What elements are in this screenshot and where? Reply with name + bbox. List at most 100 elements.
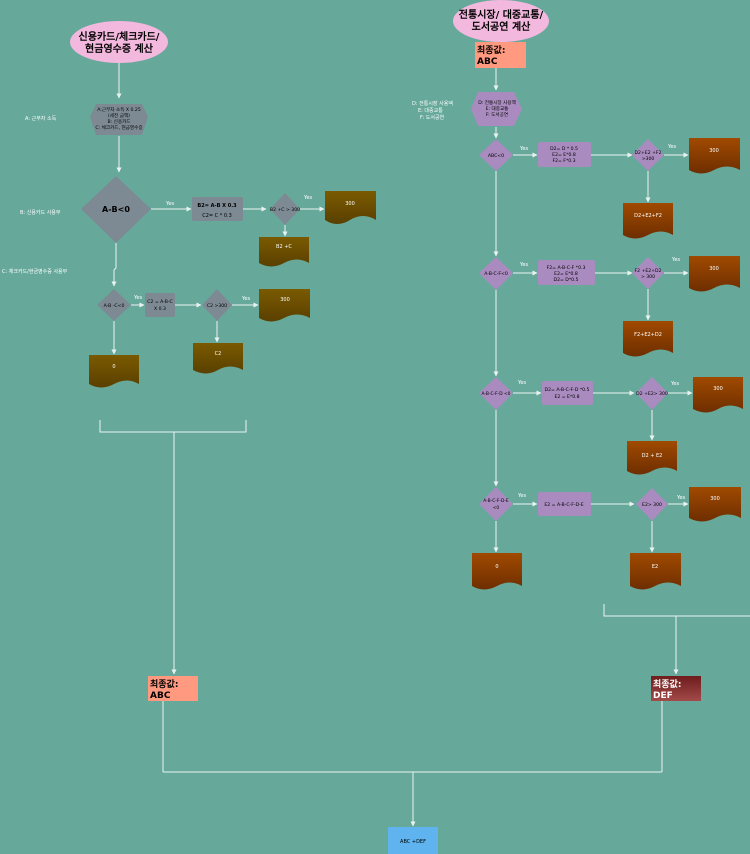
output-300-a: 300 [325,191,376,224]
output-0-right: 0 [472,553,522,590]
left-title-line-1: 신용카드/체크카드/ [79,30,160,43]
left-hex-line-4: C: 체크카드, 현금영수증 [95,124,142,131]
output-300-b: 300 [259,289,310,322]
yes-label: Yes [519,262,528,268]
right-top-value-box: 최종값: ABC [475,42,526,68]
right-top-value: ABC [477,57,498,67]
right-title-line-2: 도서공연 계산 [472,20,531,33]
right-hex-line-2: E: 대중교통 [486,105,509,112]
decision-abc-label: ABC<0 [488,153,504,159]
decision-c2-label: C2 >300 [207,303,227,309]
calc-b2-line-1: B2= A-B X 0.3 [197,203,237,209]
decision-a-minus-b: A-B<0 [81,176,151,243]
output-c2-label: C2 [215,351,222,357]
left-final-label: 최종값: [150,678,178,690]
output-e2-label: E2 [652,564,658,570]
output-0-left: 0 [89,355,139,388]
decision-abc: ABC<0 [479,139,513,171]
yes-label: Yes [667,144,676,150]
calc-e2: E2 = A-B-C-F-D-E [538,492,591,516]
decision-a-b-c-label: A-B -C<0 [104,303,125,309]
output-r2-300: 300 [689,256,740,292]
yes-label: Yes [517,380,526,386]
output-r4-300: 300 [689,487,741,522]
output-r4-300-label: 300 [710,496,720,502]
calc-r2-line-1: F2= A-B-C-F *0.3 [547,265,586,271]
left-title-line-2: 현금영수증 계산 [85,42,154,55]
yes-label: Yes [671,257,680,263]
yes-label: Yes [676,495,685,501]
decision-a-b-c-f-d-e: A-B-C-F-D-E <0 [479,487,513,521]
calc-f2-e2-d2: F2= A-B-C-F *0.3 E2= E*0.8 D2= D*0.5 [538,260,595,285]
calc-b2-c2: B2= A-B X 0.3 C2= C * 0.3 [192,197,243,221]
left-final-value: ABC [150,691,171,701]
right-legend-d: D: 전통시장 사용액 [412,100,453,107]
yes-label: Yes [519,146,528,152]
decision-r3-label: A-B-C-F-D <0 [482,391,511,397]
calc-d2-e2: D2= A-B-C-F-D *0.5 E2 = E*0.8 [542,381,593,405]
right-legend: D: 전통시장 사용액 E: 대중교통 F: 도서공연 [412,100,453,121]
output-0-left-label: 0 [112,364,115,370]
output-b2-c: B2 +C [259,237,309,267]
right-legend-f: F: 도서공연 [420,114,445,121]
calc-r3-line-2: E2 = E*0.8 [554,394,579,400]
yes-label: Yes [133,295,142,301]
decision-b2-c: B2 +C > 300 [270,193,300,225]
legend-b: B: 신용카드 사용부 [20,209,61,216]
decision-d2-e2-f2: D2+E2 +F2 >300 [632,139,664,171]
calc-r1-line-1: D2= D * 0.5 [550,146,578,152]
right-legend-e: E: 대중교통 [418,107,443,114]
output-0-right-label: 0 [495,564,498,570]
yes-label: Yes [241,296,250,302]
calc-c2: C2 = A-B-C X 0.3 [145,293,175,317]
output-d2-e2-f2: D2+E2+F2 [623,203,673,239]
yes-label: Yes [670,381,679,387]
output-r2-300-label: 300 [709,266,719,272]
decision-r2b-line-2: > 300 [641,274,655,280]
right-hex-line-1: D: 전통시장 사용액 [478,99,516,106]
decision-r1-line-2: >300 [642,156,655,162]
decision-c2: C2 >300 [202,289,232,321]
calc-r1-line-3: F2= F*0.3 [552,158,575,164]
output-r2-label: F2+E2+D2 [634,332,662,338]
sum-label: ABC +DEF [400,839,426,845]
decision-r2b-line-1: F2 +E2+D2 [634,268,661,274]
left-final-value-box: 최종값: ABC [148,676,198,701]
decision-a-b-c-f-d: A-B-C-F-D <0 [479,377,513,410]
decision-d2-e2: D2 +E2> 300 [636,377,668,410]
connectors [99,62,750,827]
decision-r2-label: A-B-C-F<0 [484,271,508,277]
decision-e2: E2> 300 [636,488,668,521]
left-title-ellipse: 신용카드/체크카드/ 현금영수증 계산 [70,21,168,63]
calc-d2-e2-f2: D2= D * 0.5 E2= E*0.8 F2= F*0.3 [538,142,591,167]
output-c2: C2 [193,343,243,374]
left-hex-line-2: (세전 금액) [108,112,130,119]
decision-r1-line-1: D2+E2 +F2 [634,150,661,156]
decision-f2-e2-d2: F2 +E2+D2 > 300 [632,257,664,289]
right-top-label: 최종값: [477,44,505,56]
yes-label: Yes [303,195,312,201]
decision-r4-line-1: A-B-C-F-D-E [483,498,509,504]
output-r3-300-label: 300 [713,386,723,392]
legend-a: A: 근무자 소득 [25,115,57,122]
sum-box: ABC +DEF [388,827,438,854]
left-input-hexagon: A:근무자 소득 X 0.25 (세전 금액) B: 신용카드 C: 체크카드,… [90,104,148,135]
legend-c: C: 체크카드/현금영수증 사용부 [2,268,68,275]
yes-label: Yes [165,201,174,207]
decision-b2-c-label: B2 +C > 300 [270,207,300,213]
calc-c2-line-2: X 0.3 [154,306,166,312]
output-300-b-label: 300 [280,297,290,303]
output-r1-300-label: 300 [709,148,719,154]
right-input-hexagon: D: 전통시장 사용액 E: 대중교통 F: 도서공연 [471,92,522,126]
right-hex-line-3: F: 도서공연 [486,111,508,118]
calc-c2-line-1: C2 = A-B-C [147,299,172,305]
decision-a-b-c: A-B -C<0 [97,289,131,321]
output-d2-e2: D2 + E2 [627,441,677,475]
output-e2: E2 [630,553,681,590]
left-hex-line-3: B: 신용카드 [107,118,130,125]
output-b2-c-label: B2 +C [276,244,292,250]
calc-b2-line-2: C2= C * 0.3 [202,213,232,219]
decision-r4-line-2: <0 [493,505,500,511]
right-final-label: 최종값: [653,678,681,690]
